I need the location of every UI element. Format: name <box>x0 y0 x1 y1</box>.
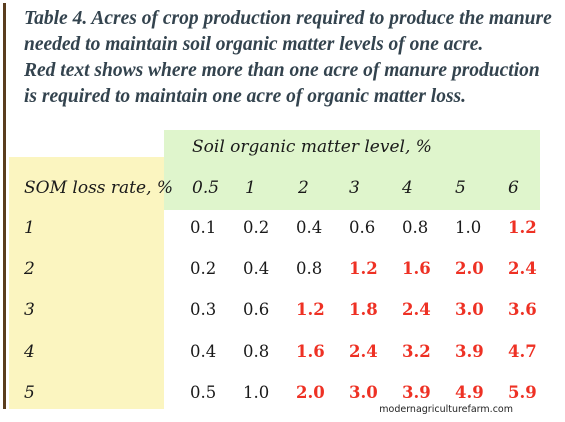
table-cell: 3.6 <box>508 300 537 319</box>
left-rule <box>3 3 6 409</box>
table-cell: 1.0 <box>455 218 482 237</box>
table-cell: 0.3 <box>190 300 217 319</box>
table-cell: 1.2 <box>296 300 325 319</box>
table-cell: 0.4 <box>243 259 270 278</box>
caption-line: needed to maintain soil organic matter l… <box>24 34 484 55</box>
table-cell: 0.8 <box>296 259 323 278</box>
table-cell: 3.9 <box>455 342 484 361</box>
table-cell: 0.5 <box>190 383 217 402</box>
row-label: 5 <box>24 383 35 403</box>
table-cell: 0.6 <box>349 218 376 237</box>
table-cell: 1.2 <box>349 259 378 278</box>
table-cell: 3.0 <box>455 300 484 319</box>
table-cell: 3.9 <box>402 383 431 402</box>
table-cell: 1.6 <box>402 259 431 278</box>
table-cell: 3.0 <box>349 383 378 402</box>
column-header: 4 <box>402 178 413 198</box>
row-label: 3 <box>24 300 35 320</box>
watermark: modernagriculturefarm.com <box>379 404 513 415</box>
table-cell: 0.8 <box>243 342 270 361</box>
table-cell: 1.8 <box>349 300 378 319</box>
column-header: 1 <box>245 178 256 198</box>
table-cell: 2.0 <box>296 383 325 402</box>
table-cell: 1.2 <box>508 218 537 237</box>
table-cell: 1.6 <box>296 342 325 361</box>
row-header-band <box>9 157 164 409</box>
column-header: 6 <box>508 178 519 198</box>
table-cell: 0.2 <box>190 259 217 278</box>
column-header-band <box>164 130 540 210</box>
table-cell: 0.4 <box>296 218 323 237</box>
caption-line: Table 4. Acres of crop production requir… <box>24 8 552 29</box>
table-cell: 2.4 <box>402 300 431 319</box>
table-cell: 4.7 <box>508 342 537 361</box>
table-cell: 1.0 <box>243 383 270 402</box>
row-label: 1 <box>24 218 35 238</box>
table-caption: Table 4. Acres of crop production requir… <box>24 6 554 110</box>
caption-line: is required to maintain one acre of orga… <box>24 86 467 107</box>
row-label: 4 <box>24 342 35 362</box>
column-header: 0.5 <box>192 178 220 198</box>
table-cell: 4.9 <box>455 383 484 402</box>
table-cell: 0.1 <box>190 218 217 237</box>
table-cell: 5.9 <box>508 383 537 402</box>
table-cell: 2.0 <box>455 259 484 278</box>
row-header-label: SOM loss rate, % <box>24 178 174 198</box>
row-label: 2 <box>24 259 35 279</box>
column-header: 5 <box>455 178 466 198</box>
table-cell: 3.2 <box>402 342 431 361</box>
column-group-header: Soil organic matter level, % <box>192 137 432 157</box>
table-cell: 0.4 <box>190 342 217 361</box>
column-header: 3 <box>349 178 360 198</box>
table-cell: 0.2 <box>243 218 270 237</box>
table-cell: 0.8 <box>402 218 429 237</box>
caption-line: Red text shows where more than one acre … <box>24 60 540 81</box>
column-header: 2 <box>298 178 309 198</box>
table-cell: 0.6 <box>243 300 270 319</box>
table-cell: 2.4 <box>349 342 378 361</box>
table-cell: 2.4 <box>508 259 537 278</box>
